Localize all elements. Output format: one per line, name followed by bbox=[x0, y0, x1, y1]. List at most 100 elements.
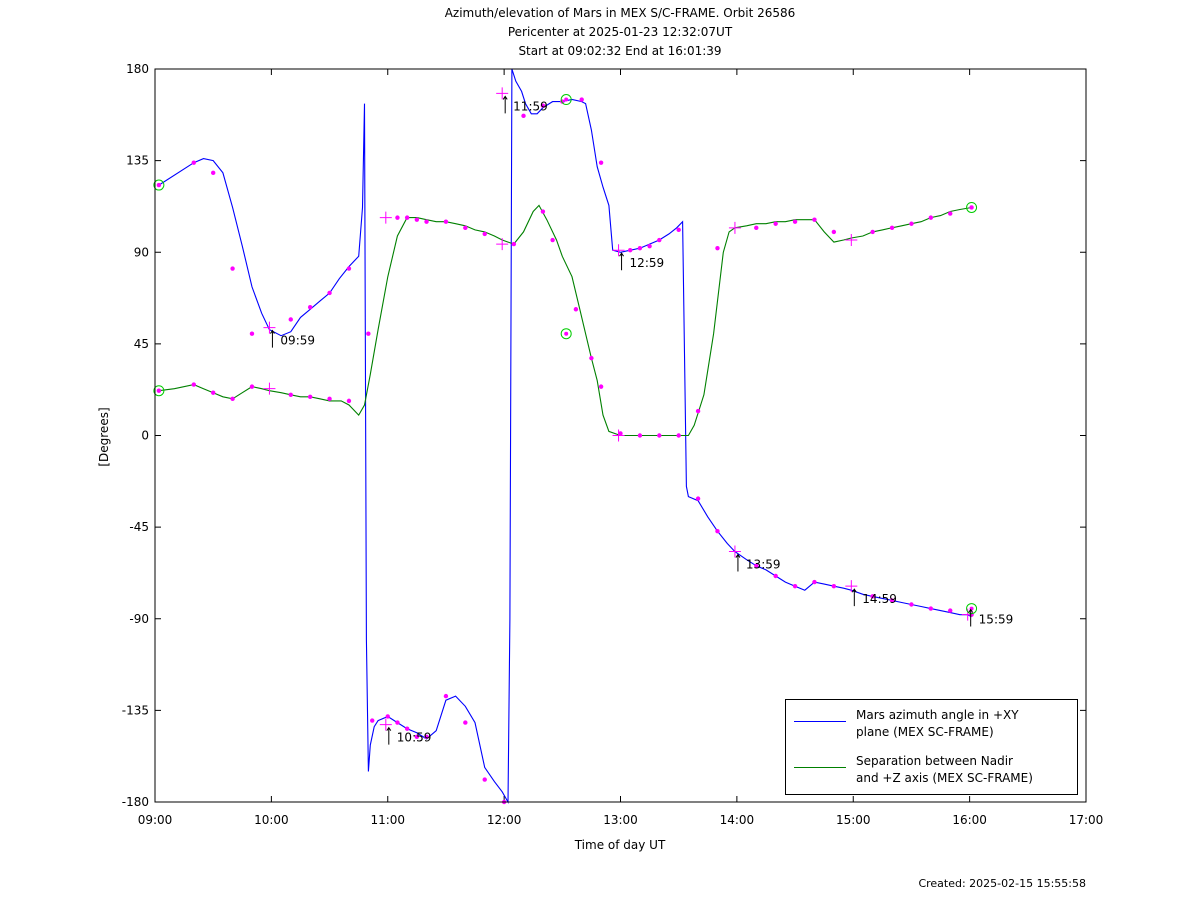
x-tick-label-1: 10:00 bbox=[254, 813, 289, 827]
y-axis-label: [Degrees] bbox=[97, 407, 111, 466]
data-point-56 bbox=[443, 219, 449, 224]
series-line-separation bbox=[158, 204, 972, 437]
hour-cross-12 bbox=[845, 234, 858, 247]
data-point-30 bbox=[715, 528, 720, 534]
data-point-4 bbox=[249, 331, 255, 336]
data-point-75 bbox=[831, 229, 837, 235]
y-tick-label-7: -135 bbox=[122, 703, 149, 717]
data-point-33 bbox=[792, 583, 798, 589]
data-point-5 bbox=[288, 317, 293, 322]
data-point-70 bbox=[715, 245, 720, 251]
data-point-64 bbox=[598, 384, 604, 389]
data-point-9 bbox=[370, 718, 375, 723]
data-point-6 bbox=[307, 305, 313, 310]
data-point-14 bbox=[424, 734, 429, 740]
hour-cross-6 bbox=[961, 608, 974, 621]
legend-label-separation: Separation between Nadir and +Z axis (ME… bbox=[856, 754, 1033, 785]
hour-label-6: 15:59 bbox=[979, 613, 1014, 627]
x-tick-label-7: 16:00 bbox=[952, 813, 987, 827]
hour-label-3: 12:59 bbox=[630, 256, 665, 270]
y-tick-label-8: -180 bbox=[122, 795, 149, 809]
data-point-11 bbox=[395, 720, 400, 725]
data-point-32 bbox=[773, 573, 778, 579]
data-point-73 bbox=[792, 219, 798, 224]
hour-label-4: 13:59 bbox=[746, 558, 781, 572]
x-tick-label-3: 12:00 bbox=[487, 813, 522, 827]
hour-cross-9 bbox=[496, 238, 509, 251]
event-circle-5 bbox=[966, 603, 978, 615]
hour-cross-5 bbox=[845, 580, 858, 593]
hour-label-1: 10:59 bbox=[397, 731, 432, 745]
data-point-71 bbox=[754, 225, 759, 231]
data-point-80 bbox=[948, 211, 953, 216]
data-point-62 bbox=[573, 307, 579, 312]
data-point-53 bbox=[404, 215, 410, 220]
legend-label-azimuth: Mars azimuth angle in +XY plane (MEX SC-… bbox=[856, 708, 1019, 739]
hour-marker-3 bbox=[619, 252, 624, 271]
x-axis-label: Time of day UT bbox=[574, 838, 666, 852]
event-circle-4 bbox=[966, 201, 978, 213]
event-circle-dot-0 bbox=[156, 183, 161, 188]
chart-title: Azimuth/elevation of Mars in MEX S/C-FRA… bbox=[444, 6, 796, 20]
y-tick-label-2: 90 bbox=[134, 245, 149, 259]
chart-subtitle-start-end: Start at 09:02:32 End at 16:01:39 bbox=[518, 44, 722, 58]
data-point-2 bbox=[210, 170, 216, 176]
data-point-20 bbox=[540, 103, 546, 108]
data-point-36 bbox=[870, 594, 875, 599]
data-point-29 bbox=[695, 496, 701, 501]
data-point-50 bbox=[346, 398, 352, 404]
data-point-12 bbox=[404, 726, 410, 731]
data-point-26 bbox=[647, 243, 652, 249]
chart-subtitle-pericenter: Pericenter at 2025-01-23 12:32:07UT bbox=[507, 25, 733, 39]
hour-cross-7 bbox=[263, 382, 276, 395]
x-tick-label-8: 17:00 bbox=[1069, 813, 1104, 827]
event-circle-3 bbox=[560, 328, 572, 340]
data-point-19 bbox=[521, 113, 526, 119]
data-point-55 bbox=[424, 219, 429, 224]
hour-marker-2 bbox=[502, 95, 508, 114]
hour-cross-3 bbox=[612, 244, 625, 257]
event-circle-dot-4 bbox=[969, 205, 974, 210]
data-point-31 bbox=[754, 563, 759, 569]
data-point-27 bbox=[657, 237, 662, 243]
data-point-34 bbox=[812, 579, 817, 585]
data-point-45 bbox=[230, 396, 235, 402]
data-point-48 bbox=[307, 394, 313, 400]
hour-cross-10 bbox=[612, 429, 625, 442]
y-tick-label-6: -90 bbox=[129, 612, 149, 626]
hour-cross-2 bbox=[496, 87, 509, 100]
data-point-10 bbox=[385, 714, 390, 719]
data-point-38 bbox=[909, 602, 914, 607]
data-point-79 bbox=[928, 215, 934, 220]
data-point-1 bbox=[191, 160, 196, 165]
hour-marker-6 bbox=[968, 608, 974, 627]
data-point-25 bbox=[637, 245, 643, 251]
data-point-13 bbox=[414, 734, 420, 740]
data-point-67 bbox=[657, 433, 662, 438]
event-circle-1 bbox=[153, 385, 165, 397]
hour-label-0: 09:59 bbox=[280, 334, 315, 348]
x-tick-label-6: 15:00 bbox=[836, 813, 871, 827]
data-point-69 bbox=[695, 408, 701, 414]
data-point-35 bbox=[831, 583, 837, 589]
data-point-37 bbox=[889, 598, 895, 603]
data-point-3 bbox=[230, 266, 235, 271]
legend-swatch-separation bbox=[794, 767, 846, 768]
data-point-74 bbox=[812, 217, 817, 222]
data-point-78 bbox=[909, 221, 914, 226]
data-point-61 bbox=[550, 237, 555, 243]
event-circle-dot-3 bbox=[564, 331, 569, 336]
hour-marker-4 bbox=[735, 553, 741, 572]
event-circle-2 bbox=[560, 94, 572, 106]
hour-cross-1 bbox=[379, 718, 392, 731]
data-point-16 bbox=[463, 720, 468, 725]
data-point-63 bbox=[589, 355, 594, 361]
x-tick-label-0: 09:00 bbox=[138, 813, 173, 827]
data-point-77 bbox=[889, 225, 895, 231]
data-point-59 bbox=[511, 241, 517, 247]
x-tick-label-2: 11:00 bbox=[370, 813, 405, 827]
data-point-49 bbox=[327, 396, 332, 402]
data-point-60 bbox=[540, 209, 546, 214]
hour-label-5: 14:59 bbox=[862, 592, 897, 606]
